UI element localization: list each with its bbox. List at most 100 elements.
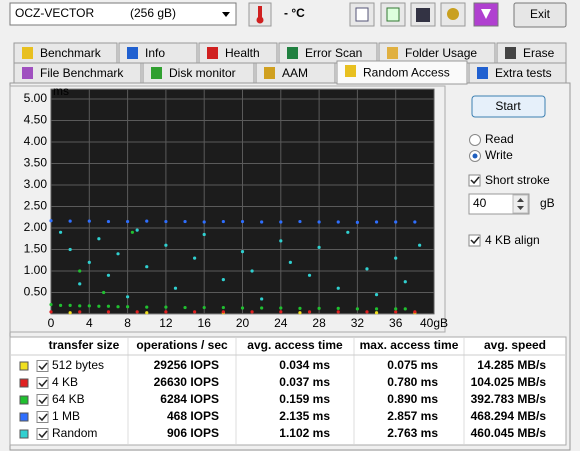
data-point [240, 219, 245, 224]
data-point [202, 232, 206, 237]
cell: 468.294 MB/s [471, 409, 547, 423]
column-header: avg. access time [247, 338, 343, 352]
data-point [307, 273, 312, 277]
data-point [68, 303, 72, 307]
drive-select[interactable] [9, 2, 237, 26]
column-header: operations / sec [136, 338, 228, 352]
dropdown-arrow [222, 12, 230, 17]
short-stroke-checkbox[interactable] [468, 174, 481, 187]
results: transfer size operations / sec avg. access… [11, 338, 565, 444]
check [38, 379, 48, 388]
tab-icon [477, 67, 488, 79]
data-point [394, 307, 398, 311]
drive-capacity: (256 gB) [130, 6, 176, 20]
legend-swatch [19, 395, 29, 405]
start-label: Start [495, 99, 521, 113]
tab-label: Benchmark [40, 46, 102, 60]
y-tick-label: 3.50 [24, 156, 48, 170]
cell: 2.763 ms [387, 426, 438, 440]
data-point [164, 310, 168, 314]
cell: 460.045 MB/s [471, 426, 547, 440]
tab[interactable] [336, 60, 468, 85]
cell: 0.780 ms [387, 375, 438, 389]
data-point [336, 310, 340, 314]
start-button[interactable] [471, 95, 546, 118]
x-tick-label: 4 [86, 316, 93, 330]
data-point [97, 304, 101, 308]
cell: 29256 IOPS [154, 358, 219, 372]
exit-button[interactable] [513, 2, 567, 28]
data-point [374, 220, 379, 224]
data-point [288, 260, 292, 264]
cell: 1.102 ms [279, 426, 330, 440]
data-point [221, 310, 225, 314]
series-checkbox[interactable] [36, 428, 49, 440]
data-point [130, 230, 134, 234]
tab-label: Extra tests [495, 66, 552, 80]
series-checkbox[interactable] [36, 360, 49, 372]
data-point [87, 219, 91, 223]
icon [416, 8, 430, 22]
data-point [336, 286, 340, 290]
data-point [193, 310, 197, 314]
series-checkbox[interactable] [36, 377, 49, 389]
cell: 392.783 MB/s [471, 392, 547, 406]
cell: 906 IOPS [167, 426, 219, 440]
cell: 468 IOPS [167, 409, 219, 423]
tab-label: Disk monitor [169, 66, 236, 80]
series-checkbox[interactable] [36, 411, 49, 423]
data-point [173, 286, 178, 290]
legend-swatch [19, 429, 29, 439]
data-point [106, 310, 111, 314]
tab[interactable] [142, 62, 255, 84]
data-point [374, 311, 379, 315]
data-point [145, 305, 149, 309]
check [470, 176, 480, 185]
data-point [355, 220, 359, 225]
tab[interactable] [13, 62, 142, 84]
data-point [279, 239, 283, 243]
series-name: 1 MB [52, 409, 80, 423]
x-tick-label: 12 [159, 316, 173, 330]
data-point [260, 306, 264, 310]
tab-label: Health [225, 46, 260, 60]
data-point [49, 310, 53, 314]
tab-icon [207, 47, 218, 59]
data-point [116, 252, 120, 256]
data-point [317, 306, 321, 311]
data-point [336, 220, 340, 224]
spinner[interactable] [512, 194, 529, 214]
data-point [126, 219, 130, 224]
tab-icon [387, 47, 398, 59]
data-point [403, 280, 407, 284]
data-point [106, 304, 111, 308]
data-point [145, 219, 149, 223]
read-radio[interactable] [469, 134, 481, 146]
series-checkbox[interactable] [36, 394, 49, 406]
data-point [202, 305, 206, 310]
y-tick-label: 2.00 [24, 220, 48, 234]
check [38, 430, 48, 439]
data-point [68, 247, 72, 252]
icon [481, 9, 491, 19]
column-header: transfer size [49, 338, 120, 352]
cell: 0.075 ms [387, 358, 438, 372]
data-point [193, 256, 197, 260]
tab[interactable] [255, 62, 336, 84]
data-point [260, 297, 264, 301]
data-point [418, 243, 422, 247]
data-point [240, 250, 245, 254]
tab-icon [345, 65, 356, 77]
data-point [221, 305, 225, 310]
data-point [164, 219, 168, 224]
icon [355, 7, 369, 22]
tab[interactable] [468, 62, 567, 84]
check [38, 362, 48, 371]
tab-label: Info [145, 46, 165, 60]
align-checkbox[interactable] [468, 234, 481, 247]
icon [386, 7, 400, 22]
cell: 0.159 ms [279, 392, 330, 406]
data-point [346, 230, 350, 234]
tab-label: Erase [523, 46, 555, 60]
